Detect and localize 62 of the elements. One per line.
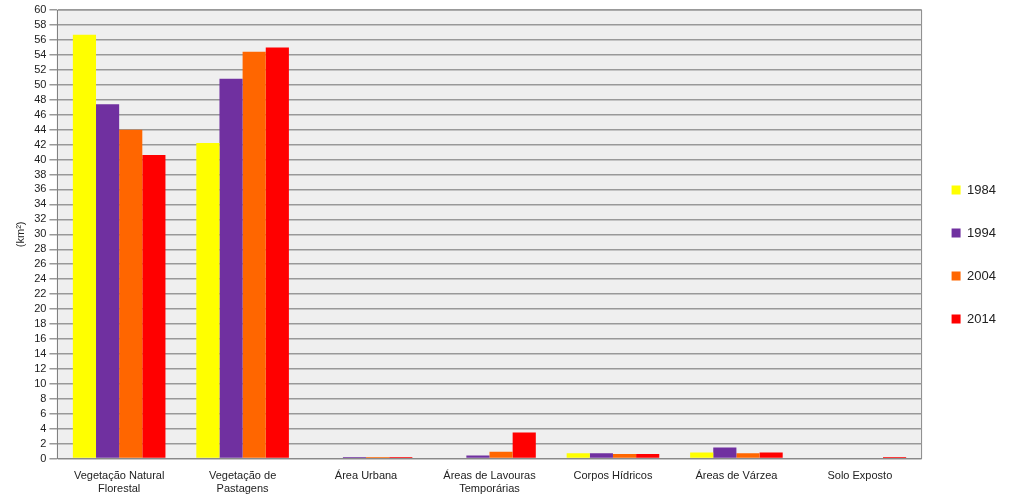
y-tick-label: 54 bbox=[34, 47, 47, 60]
y-tick-label: 46 bbox=[34, 107, 47, 120]
y-tick-label: 20 bbox=[34, 302, 47, 315]
legend-label: 1984 bbox=[967, 181, 996, 197]
y-tick-label: 42 bbox=[34, 137, 47, 150]
y-tick-label: 60 bbox=[34, 3, 47, 16]
bar bbox=[736, 453, 760, 458]
x-tick-label: Áreas de Várzea bbox=[695, 469, 779, 482]
x-tick-label: Vegetação de Pastagens bbox=[208, 469, 277, 495]
y-tick-label: 58 bbox=[34, 17, 47, 30]
y-tick-label: 12 bbox=[34, 361, 47, 374]
y-tick-label: 24 bbox=[34, 272, 47, 285]
x-tick-label: Solo Exposto bbox=[827, 469, 893, 482]
y-tick-label: 2 bbox=[40, 436, 47, 449]
y-tick-label: 44 bbox=[34, 122, 47, 135]
bar bbox=[612, 454, 637, 458]
y-tick-label: 18 bbox=[34, 317, 47, 330]
bar bbox=[119, 129, 143, 458]
y-tick-label: 26 bbox=[34, 257, 47, 270]
y-tick-label: 16 bbox=[34, 332, 47, 344]
y-tick-label: 32 bbox=[34, 212, 47, 225]
bar bbox=[466, 455, 490, 458]
y-tick-label: 30 bbox=[34, 227, 47, 240]
y-tick-label: 50 bbox=[34, 77, 47, 90]
bar bbox=[219, 78, 243, 458]
bar bbox=[713, 447, 737, 458]
bar bbox=[72, 34, 97, 458]
legend-label: 2004 bbox=[967, 267, 996, 283]
bar bbox=[196, 143, 220, 458]
bar bbox=[96, 104, 120, 458]
legend-label: 1994 bbox=[967, 224, 996, 240]
bar bbox=[242, 51, 266, 458]
legend-label: 2014 bbox=[967, 310, 996, 326]
y-tick-label: 8 bbox=[40, 391, 47, 404]
y-tick-label: 36 bbox=[34, 182, 47, 195]
y-tick-label: 52 bbox=[34, 62, 47, 75]
y-tick-label: 56 bbox=[34, 32, 47, 45]
bar bbox=[636, 454, 660, 458]
bar bbox=[265, 47, 289, 458]
y-tick-label: 48 bbox=[34, 92, 47, 105]
y-axis-title: (km²) bbox=[13, 221, 26, 248]
bar bbox=[566, 453, 590, 458]
bar bbox=[759, 452, 783, 458]
bar bbox=[512, 432, 536, 458]
bar bbox=[690, 452, 714, 458]
x-tick-label: Corpos Hídricos bbox=[573, 469, 653, 482]
bar bbox=[142, 155, 166, 458]
y-tick-label: 34 bbox=[34, 197, 47, 210]
x-tick-label: Áreas de Lavouras Temporárias bbox=[443, 469, 537, 495]
y-tick-label: 14 bbox=[34, 346, 47, 359]
y-tick-label: 28 bbox=[34, 242, 47, 255]
y-tick-label: 10 bbox=[34, 376, 47, 389]
y-tick-label: 38 bbox=[34, 167, 47, 180]
y-tick-label: 4 bbox=[40, 421, 47, 434]
x-tick-label: Área Urbana bbox=[334, 469, 399, 482]
y-tick-label: 40 bbox=[34, 152, 47, 165]
y-tick-label: 6 bbox=[40, 406, 47, 419]
y-tick-label: 0 bbox=[40, 451, 47, 464]
bar bbox=[489, 451, 513, 458]
y-tick-label: 22 bbox=[34, 287, 47, 300]
bar bbox=[589, 453, 613, 458]
x-tick-label: Vegetação Natural Florestal bbox=[73, 469, 165, 495]
